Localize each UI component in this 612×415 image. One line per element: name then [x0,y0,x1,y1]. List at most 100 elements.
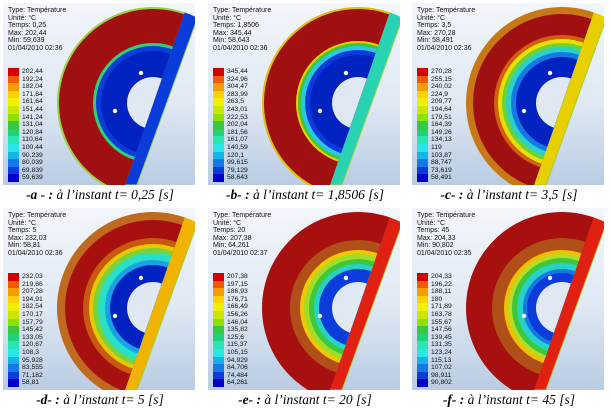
legend-value: 182,54 [22,303,43,311]
legend-swatch [417,364,428,372]
legend-entry: 103,87 [417,151,452,160]
simulation-view: Type: Température Unité: °C Temps: 5 Max… [3,208,195,390]
legend-swatch [417,341,428,349]
legend-entry: 120,84 [8,128,43,137]
legend-value: 100,44 [22,143,43,151]
legend-swatch [417,98,428,106]
result-time: Temps: 0,25 [8,22,47,30]
legend-entry: 166,49 [213,303,248,311]
legend-swatch [417,303,428,311]
legend-entry: 186,93 [213,288,248,296]
legend-swatch [8,288,19,296]
legend-entry: 134,13 [417,136,452,144]
legend-entry: 219,66 [8,280,43,289]
legend-entry: 120,1 [213,151,248,160]
legend-swatch [8,295,19,304]
legend-swatch [417,273,428,281]
legend-value: 243,01 [227,105,248,113]
color-legend: 345,44 324,96 304,47 283,99 263,5 243,01 222,5… [213,68,248,182]
legend-value: 197,15 [227,280,248,288]
legend-swatch [417,90,428,99]
result-min: Min: 58,81 [8,242,41,250]
legend-value: 120,1 [227,151,245,159]
result-type: Type: Température [417,212,476,219]
legend-entry: 188,11 [417,288,452,296]
result-min: Min: 90,802 [417,242,454,250]
legend-entry: 135,82 [213,326,248,334]
legend-entry: 99,615 [213,159,248,167]
legend-value: 110,64 [22,136,43,144]
result-unit: Unité: °C [8,219,37,227]
legend-swatch [8,273,19,281]
panel-letter: -f- : [442,392,465,407]
legend-value: 83,555 [22,364,43,372]
result-time: Temps: 3,5 [417,22,452,30]
legend-entry: 69,839 [8,166,43,175]
legend-entry: 95,928 [8,356,43,365]
legend-swatch [213,273,224,281]
legend-entry: 155,67 [417,318,452,327]
legend-entry: 151,44 [8,105,43,114]
legend-entry: 209,77 [417,98,452,106]
legend-entry: 73,619 [417,166,452,175]
legend-swatch [417,83,428,91]
legend-swatch [417,174,428,182]
brake-disc-model [466,212,604,390]
legend-swatch [213,318,224,327]
legend-swatch [8,68,19,76]
legend-entry: 207,38 [213,273,248,281]
legend-value: 207,38 [227,273,248,280]
legend-swatch [417,371,428,380]
legend-entry: 139,45 [417,333,452,342]
legend-swatch [213,326,224,334]
legend-value: 64,261 [227,379,248,387]
simulation-view: Type: Température Unité: °C Temps: 1,850… [208,3,400,185]
legend-value: 69,839 [22,166,43,174]
legend-entry: 58,81 [8,379,43,387]
figure-panel: Type: Température Unité: °C Temps: 45 Ma… [412,208,606,408]
legend-value: 95,928 [22,356,43,364]
legend-entry: 123,24 [417,348,452,357]
legend-entry: 59,639 [8,174,43,182]
result-max: Max: 345,44 [213,29,252,37]
result-info: Type: Température Unité: °C Temps: 5 Max… [8,212,66,258]
legend-swatch [417,159,428,167]
legend-value: 134,13 [431,136,452,144]
legend-entry: 182,54 [8,303,43,311]
legend-entry: 100,44 [8,143,43,152]
legend-entry: 133,05 [8,333,43,342]
legend-value: 131,35 [431,341,452,349]
legend-value: 140,59 [227,143,248,151]
legend-value: 108,3 [22,348,40,356]
legend-entry: 164,39 [417,121,452,129]
bolt-hole [138,70,144,76]
legend-value: 163,78 [431,310,452,318]
legend-value: 219,66 [22,280,43,288]
legend-entry: 141,24 [8,113,43,122]
legend-value: 283,99 [227,90,248,98]
figure-panel: Type: Température Unité: °C Temps: 0,25 … [3,3,197,203]
color-legend: 207,38 197,15 186,93 176,71 166,49 156,26 146,… [213,273,248,387]
legend-swatch [213,364,224,372]
legend-entry: 194,91 [8,295,43,304]
legend-entry: 125,6 [213,333,248,342]
legend-value: 179,51 [431,113,452,121]
legend-value: 88,747 [431,159,452,167]
legend-swatch [8,348,19,357]
legend-entry: 147,56 [417,326,452,334]
panel-caption: -d- : à l’instant t= 5 [s] [3,392,197,408]
legend-swatch [417,105,428,114]
legend-swatch [213,295,224,304]
legend-value: 176,71 [227,295,248,303]
legend-value: 304,47 [227,83,248,91]
result-type: Type: Température [213,7,272,14]
legend-value: 209,77 [431,98,452,106]
legend-entry: 243,01 [213,105,248,114]
legend-entry: 131,04 [8,121,43,129]
simulation-view: Type: Température Unité: °C Temps: 0,25 … [3,3,195,185]
legend-entry: 157,79 [8,318,43,327]
legend-swatch [8,98,19,106]
legend-swatch [8,280,19,289]
legend-value: 188,11 [431,288,452,296]
panel-caption: -f- : à l’instant t= 45 [s] [412,392,606,408]
